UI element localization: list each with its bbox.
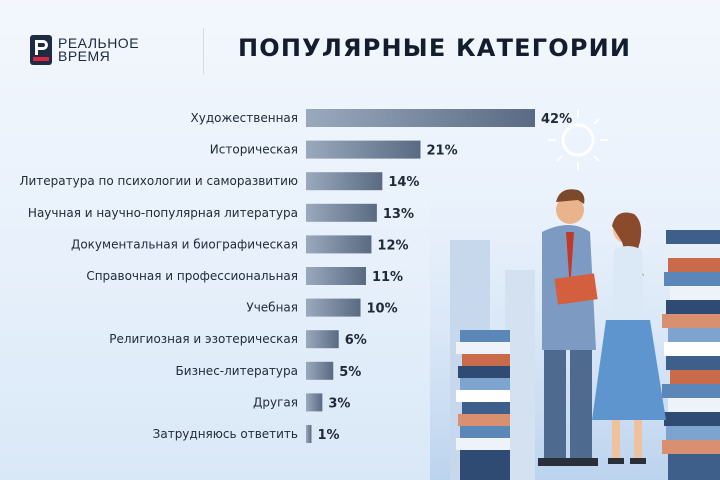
value-label: 21% — [427, 144, 458, 159]
bar — [306, 172, 383, 191]
header-divider — [203, 28, 204, 74]
value-label: 11% — [372, 270, 403, 285]
value-label: 13% — [383, 207, 414, 222]
value-label: 6% — [345, 333, 367, 348]
bar — [306, 330, 339, 349]
category-label: Другая — [253, 395, 298, 409]
chart-title: ПОПУЛЯРНЫЕ КАТЕГОРИИ — [238, 34, 632, 62]
category-label: Литература по психологии и саморазвитию — [19, 174, 298, 188]
brand-line-1: РЕАЛЬНОЕ — [58, 35, 140, 51]
value-label: 1% — [317, 428, 339, 443]
bar — [306, 361, 334, 380]
category-label: Бизнес-литература — [176, 364, 298, 378]
category-label: Научная и научно-популярная литература — [28, 206, 298, 220]
bar — [306, 203, 377, 222]
category-label: Затрудняюсь ответить — [153, 427, 298, 441]
value-label: 12% — [377, 238, 408, 253]
bar — [306, 267, 366, 285]
readers-illustration — [430, 110, 720, 480]
category-label: Историческая — [210, 143, 298, 157]
bar — [306, 298, 361, 317]
category-label: Справочная и профессиональная — [86, 269, 298, 283]
bar — [306, 425, 312, 443]
category-label: Документальная и биографическая — [71, 237, 298, 251]
category-label: Художественная — [191, 111, 298, 125]
bar — [306, 140, 421, 159]
value-label: 3% — [328, 396, 350, 411]
brand-logo[interactable]: РЕАЛЬНОЕ ВРЕМЯ — [30, 35, 139, 65]
value-label: 42% — [541, 112, 572, 127]
value-label: 10% — [367, 302, 398, 317]
bar — [306, 393, 323, 412]
value-label: 5% — [339, 365, 361, 380]
bar — [306, 235, 372, 254]
bar — [306, 109, 535, 127]
category-label: Учебная — [246, 301, 298, 315]
category-label: Религиозная и эзотерическая — [109, 332, 298, 346]
logo-mark-icon — [30, 35, 52, 65]
value-label: 14% — [388, 175, 419, 190]
brand-line-2: ВРЕМЯ — [58, 48, 111, 64]
